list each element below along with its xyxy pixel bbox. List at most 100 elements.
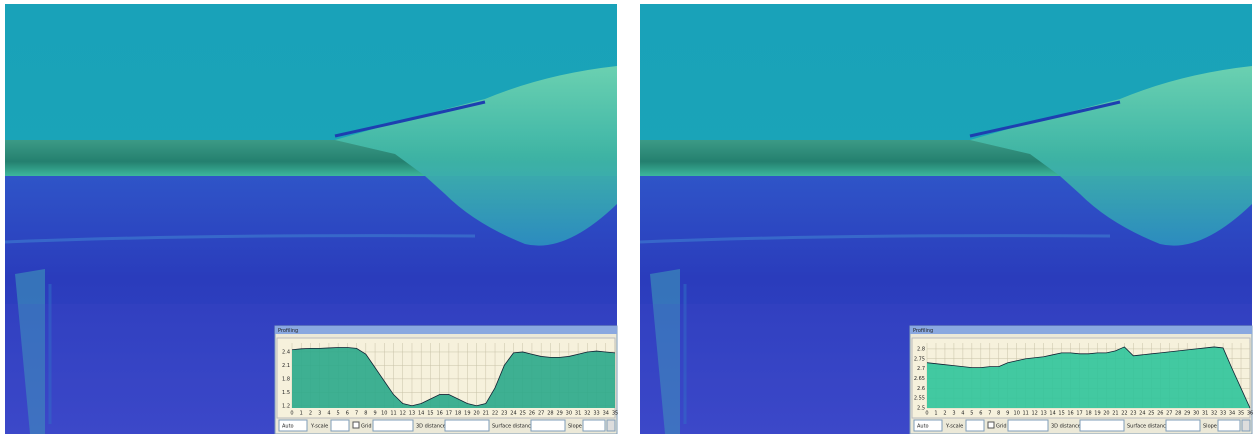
x-tick-label: 4 xyxy=(961,411,964,417)
window-title: Profiling xyxy=(278,328,298,334)
distance-3d-input xyxy=(445,420,489,431)
x-tick-label: 26 xyxy=(1157,411,1163,417)
y-tick-label: 1.5 xyxy=(282,390,290,396)
close-button[interactable] xyxy=(607,420,615,431)
y-tick-label: 2.8 xyxy=(917,346,925,352)
surface-distance-label: Surface distance xyxy=(1127,424,1169,430)
x-tick-label: 9 xyxy=(1006,411,1009,417)
x-tick-label: 26 xyxy=(529,411,535,417)
y-tick-label: 2.75 xyxy=(914,356,925,362)
distance-3d-label: 3D distance xyxy=(1051,424,1081,430)
x-tick-label: 23 xyxy=(1130,411,1136,417)
y-scale-label: Y-scale xyxy=(945,424,963,430)
x-tick-label: 36 xyxy=(1247,411,1253,417)
x-tick-label: 35 xyxy=(1238,411,1244,417)
x-tick-label: 32 xyxy=(1211,411,1217,417)
x-tick-label: 29 xyxy=(556,411,562,417)
grid-label: Grid xyxy=(361,424,372,430)
grid-label: Grid xyxy=(996,424,1007,430)
x-tick-label: 25 xyxy=(520,411,526,417)
x-tick-label: 2 xyxy=(309,411,312,417)
x-tick-label: 13 xyxy=(409,411,415,417)
y-scale-input[interactable] xyxy=(331,420,349,431)
y-scale-input[interactable] xyxy=(966,420,984,431)
x-tick-label: 6 xyxy=(979,411,982,417)
x-tick-label: 31 xyxy=(575,411,581,417)
y-tick-label: 2.1 xyxy=(282,363,290,369)
slope-label: Slope xyxy=(1203,424,1217,430)
grid-checkbox[interactable] xyxy=(353,422,359,428)
distance-3d-input xyxy=(1080,420,1124,431)
x-tick-label: 12 xyxy=(400,411,406,417)
x-tick-label: 14 xyxy=(418,411,424,417)
x-tick-label: 8 xyxy=(364,411,367,417)
x-tick-label: 30 xyxy=(566,411,572,417)
x-tick-label: 16 xyxy=(1067,411,1073,417)
distance-3d-label: 3D distance xyxy=(416,424,446,430)
x-tick-label: 10 xyxy=(381,411,387,417)
y-tick-label: 2.65 xyxy=(914,376,925,382)
slope-label: Slope xyxy=(568,424,582,430)
x-tick-label: 35 xyxy=(612,411,618,417)
x-tick-label: 13 xyxy=(1040,411,1046,417)
mode-button[interactable] xyxy=(373,420,413,431)
x-tick-label: 17 xyxy=(446,411,452,417)
x-tick-label: 24 xyxy=(1139,411,1145,417)
title-bar xyxy=(275,326,617,334)
x-tick-label: 27 xyxy=(1166,411,1172,417)
close-button[interactable] xyxy=(1242,420,1250,431)
y-tick-label: 1.8 xyxy=(282,376,290,382)
x-tick-label: 33 xyxy=(593,411,599,417)
x-tick-label: 7 xyxy=(355,411,358,417)
x-tick-label: 15 xyxy=(1058,411,1064,417)
x-tick-label: 34 xyxy=(603,411,609,417)
scale-value: Auto xyxy=(282,424,294,430)
y-tick-label: 2.6 xyxy=(917,386,925,392)
mode-button[interactable] xyxy=(1008,420,1048,431)
x-tick-label: 23 xyxy=(501,411,507,417)
window-title: Profiling xyxy=(913,328,933,334)
x-tick-label: 34 xyxy=(1229,411,1235,417)
x-tick-label: 8 xyxy=(997,411,1000,417)
y-scale-label: Y-scale xyxy=(310,424,328,430)
scale-value: Auto xyxy=(917,424,929,430)
x-tick-label: 17 xyxy=(1076,411,1082,417)
y-tick-label: 2.5 xyxy=(917,406,925,412)
title-bar xyxy=(910,326,1252,334)
x-tick-label: 3 xyxy=(952,411,955,417)
x-tick-label: 24 xyxy=(510,411,516,417)
x-tick-label: 27 xyxy=(538,411,544,417)
x-tick-label: 33 xyxy=(1220,411,1226,417)
slope-input xyxy=(1218,420,1240,431)
x-tick-label: 18 xyxy=(455,411,461,417)
x-tick-label: 15 xyxy=(427,411,433,417)
x-tick-label: 10 xyxy=(1014,411,1020,417)
x-tick-label: 25 xyxy=(1148,411,1154,417)
y-tick-label: 2.55 xyxy=(914,396,925,402)
x-tick-label: 0 xyxy=(925,411,928,417)
x-tick-label: 14 xyxy=(1049,411,1055,417)
x-tick-label: 20 xyxy=(473,411,479,417)
x-tick-label: 2 xyxy=(943,411,946,417)
x-tick-label: 9 xyxy=(373,411,376,417)
x-tick-label: 6 xyxy=(346,411,349,417)
grid-checkbox[interactable] xyxy=(988,422,994,428)
x-tick-label: 28 xyxy=(1175,411,1181,417)
x-tick-label: 11 xyxy=(390,411,396,417)
x-tick-label: 16 xyxy=(436,411,442,417)
x-tick-label: 22 xyxy=(1121,411,1127,417)
x-tick-label: 19 xyxy=(1094,411,1100,417)
x-tick-label: 5 xyxy=(970,411,973,417)
x-tick-label: 30 xyxy=(1193,411,1199,417)
y-tick-label: 2.7 xyxy=(917,366,925,372)
surface-distance-input xyxy=(1166,420,1200,431)
x-tick-label: 18 xyxy=(1085,411,1091,417)
x-tick-label: 5 xyxy=(337,411,340,417)
x-tick-label: 0 xyxy=(290,411,293,417)
x-tick-label: 28 xyxy=(547,411,553,417)
x-tick-label: 29 xyxy=(1184,411,1190,417)
x-tick-label: 31 xyxy=(1202,411,1208,417)
x-tick-label: 7 xyxy=(988,411,991,417)
x-tick-label: 1 xyxy=(300,411,303,417)
y-tick-label: 2.4 xyxy=(282,349,290,355)
